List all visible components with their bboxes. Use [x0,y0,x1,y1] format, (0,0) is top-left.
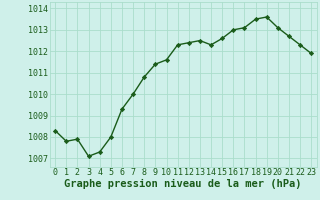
X-axis label: Graphe pression niveau de la mer (hPa): Graphe pression niveau de la mer (hPa) [64,179,302,189]
